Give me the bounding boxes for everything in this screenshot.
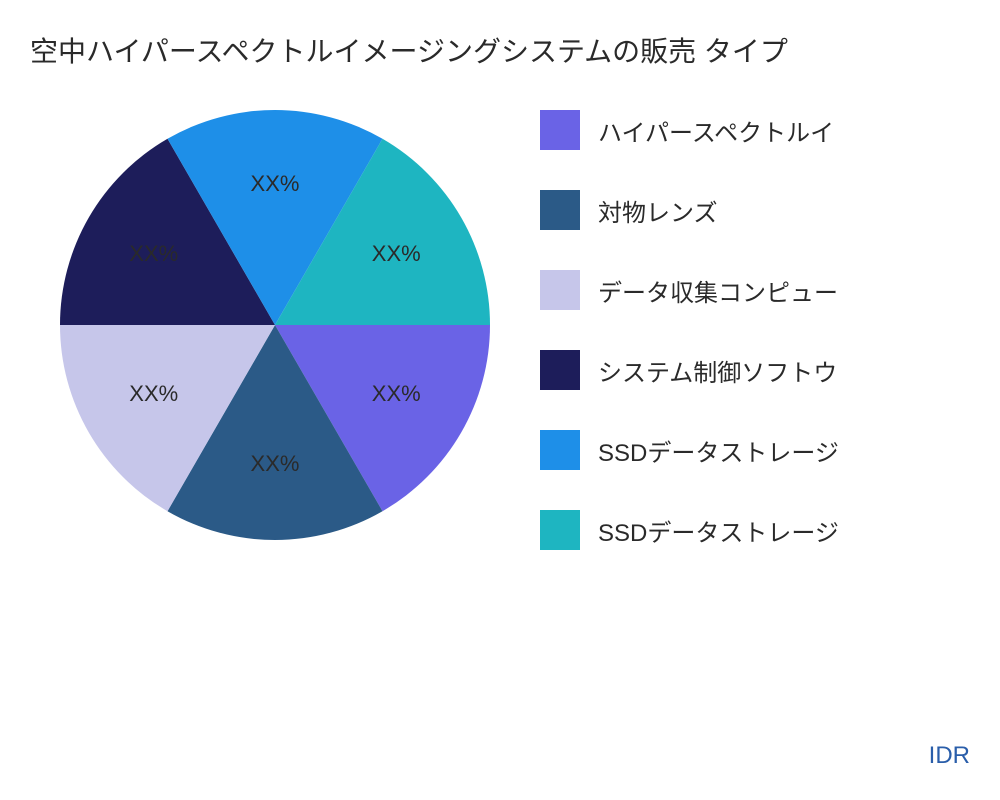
pie-chart-container: XX% XX% XX% XX% XX% XX%	[60, 110, 490, 540]
legend-swatch	[540, 430, 580, 470]
footer-label: IDR	[929, 742, 970, 770]
legend-label: SSDデータストレージ	[598, 433, 839, 468]
legend-swatch	[540, 350, 580, 390]
legend-label: システム制御ソフトウ	[598, 353, 837, 388]
legend-swatch	[540, 190, 580, 230]
legend-item: ハイパースペクトルイ	[540, 110, 839, 150]
legend-swatch	[540, 110, 580, 150]
legend-item: システム制御ソフトウ	[540, 350, 839, 390]
legend-label: データ収集コンピュー	[598, 273, 838, 308]
pie-chart: XX% XX% XX% XX% XX% XX%	[60, 110, 490, 540]
pie-slice-label: XX%	[251, 171, 300, 196]
pie-slice-label: XX%	[129, 381, 178, 406]
legend-label: 対物レンズ	[598, 193, 718, 228]
pie-slice-label: XX%	[129, 241, 178, 266]
chart-title: 空中ハイパースペクトルイメージングシステムの販売 タイプ	[30, 30, 788, 70]
legend-swatch	[540, 270, 580, 310]
pie-slice-label: XX%	[372, 241, 421, 266]
legend-item: SSDデータストレージ	[540, 510, 839, 550]
legend-item: データ収集コンピュー	[540, 270, 839, 310]
legend-label: ハイパースペクトルイ	[598, 113, 834, 148]
pie-slice-label: XX%	[372, 381, 421, 406]
legend-swatch	[540, 510, 580, 550]
legend-item: SSDデータストレージ	[540, 430, 839, 470]
legend-label: SSDデータストレージ	[598, 513, 839, 548]
legend: ハイパースペクトルイ対物レンズデータ収集コンピューシステム制御ソフトウ SSDデー…	[540, 110, 839, 550]
legend-item: 対物レンズ	[540, 190, 839, 230]
pie-slice-label: XX%	[251, 451, 300, 476]
